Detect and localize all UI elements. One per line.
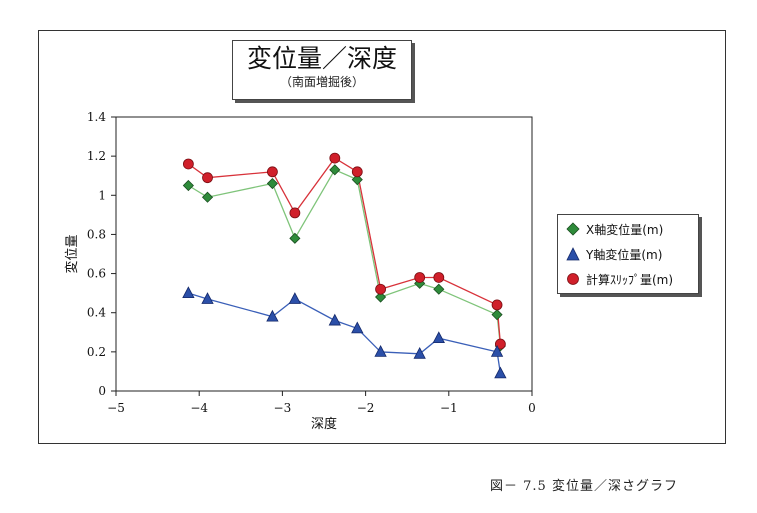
- y-axis-label: 変位量: [64, 234, 80, 273]
- data-point-y: [374, 344, 387, 357]
- data-point-y: [490, 344, 504, 357]
- diamond-marker-icon: [566, 222, 580, 236]
- y-tick-label: 0.4: [87, 306, 106, 320]
- data-point-slip: [494, 338, 506, 350]
- data-point-x: [375, 291, 387, 303]
- data-point-x: [433, 283, 445, 295]
- data-point-y: [266, 309, 279, 322]
- data-point-y: [494, 366, 507, 379]
- legend-label-slip: 計算ｽﾘｯﾌﾟ量(m): [586, 272, 674, 287]
- data-point-x: [201, 191, 214, 203]
- x-tick-label: −5: [107, 401, 125, 415]
- chart-subtitle: （南面増掘後）: [279, 75, 364, 89]
- data-point-y: [182, 286, 195, 299]
- data-point-slip: [182, 158, 194, 170]
- legend-label-y: Y軸変位量(m): [586, 247, 663, 262]
- y-tick-label: 1: [98, 188, 106, 202]
- data-point-y: [328, 313, 341, 326]
- data-point-slip: [351, 166, 363, 178]
- data-point-x: [351, 174, 363, 186]
- y-tick-label: 0.8: [87, 227, 106, 241]
- legend-item-x: X軸変位量(m): [558, 218, 698, 240]
- y-tick-label: 0.2: [87, 345, 106, 359]
- x-tick-label: 0: [528, 401, 536, 415]
- data-point-slip: [289, 207, 301, 219]
- legend-label-x: X軸変位量(m): [586, 222, 664, 237]
- x-tick-label: −1: [440, 401, 458, 415]
- legend-item-slip: 計算ｽﾘｯﾌﾟ量(m): [558, 268, 698, 290]
- x-tick-label: −3: [274, 401, 292, 415]
- data-point-x: [491, 309, 503, 321]
- data-point-slip: [375, 283, 386, 295]
- data-point-y: [201, 292, 214, 304]
- data-point-slip: [414, 272, 426, 283]
- triangle-marker-icon: [566, 247, 580, 261]
- data-point-slip: [329, 152, 341, 164]
- x-tick-label: −4: [190, 401, 208, 415]
- chart-legend: X軸変位量(m) Y軸変位量(m) 計算ｽﾘｯﾌﾟ量(m): [557, 214, 699, 294]
- data-point-x: [182, 179, 194, 192]
- data-point-y: [432, 331, 445, 344]
- legend-item-y: Y軸変位量(m): [558, 243, 698, 265]
- data-point-y: [351, 321, 364, 334]
- y-tick-label: 1.4: [87, 110, 106, 124]
- y-tick-label: 0: [98, 384, 106, 398]
- y-tick-label: 0.6: [87, 267, 106, 281]
- data-point-y: [288, 292, 302, 304]
- figure-caption: 図－ 7.5 変位量／深さグラフ: [490, 479, 678, 494]
- data-point-x: [289, 232, 301, 244]
- plot-area: [115, 116, 533, 392]
- circle-marker-icon: [567, 273, 579, 285]
- data-point-slip: [267, 166, 278, 178]
- x-axis-label: 深度: [311, 416, 337, 432]
- chart-title: 変位量／深度: [246, 44, 397, 73]
- x-tick-label: −2: [357, 401, 375, 415]
- data-point-x: [329, 164, 341, 176]
- data-point-y: [413, 346, 426, 359]
- chart-title-box: 変位量／深度 （南面増掘後）: [232, 40, 412, 100]
- data-point-x: [266, 177, 278, 190]
- data-point-slip: [491, 299, 503, 311]
- y-tick-label: 1.2: [87, 149, 106, 163]
- data-point-slip: [433, 272, 445, 283]
- data-point-slip: [202, 172, 213, 184]
